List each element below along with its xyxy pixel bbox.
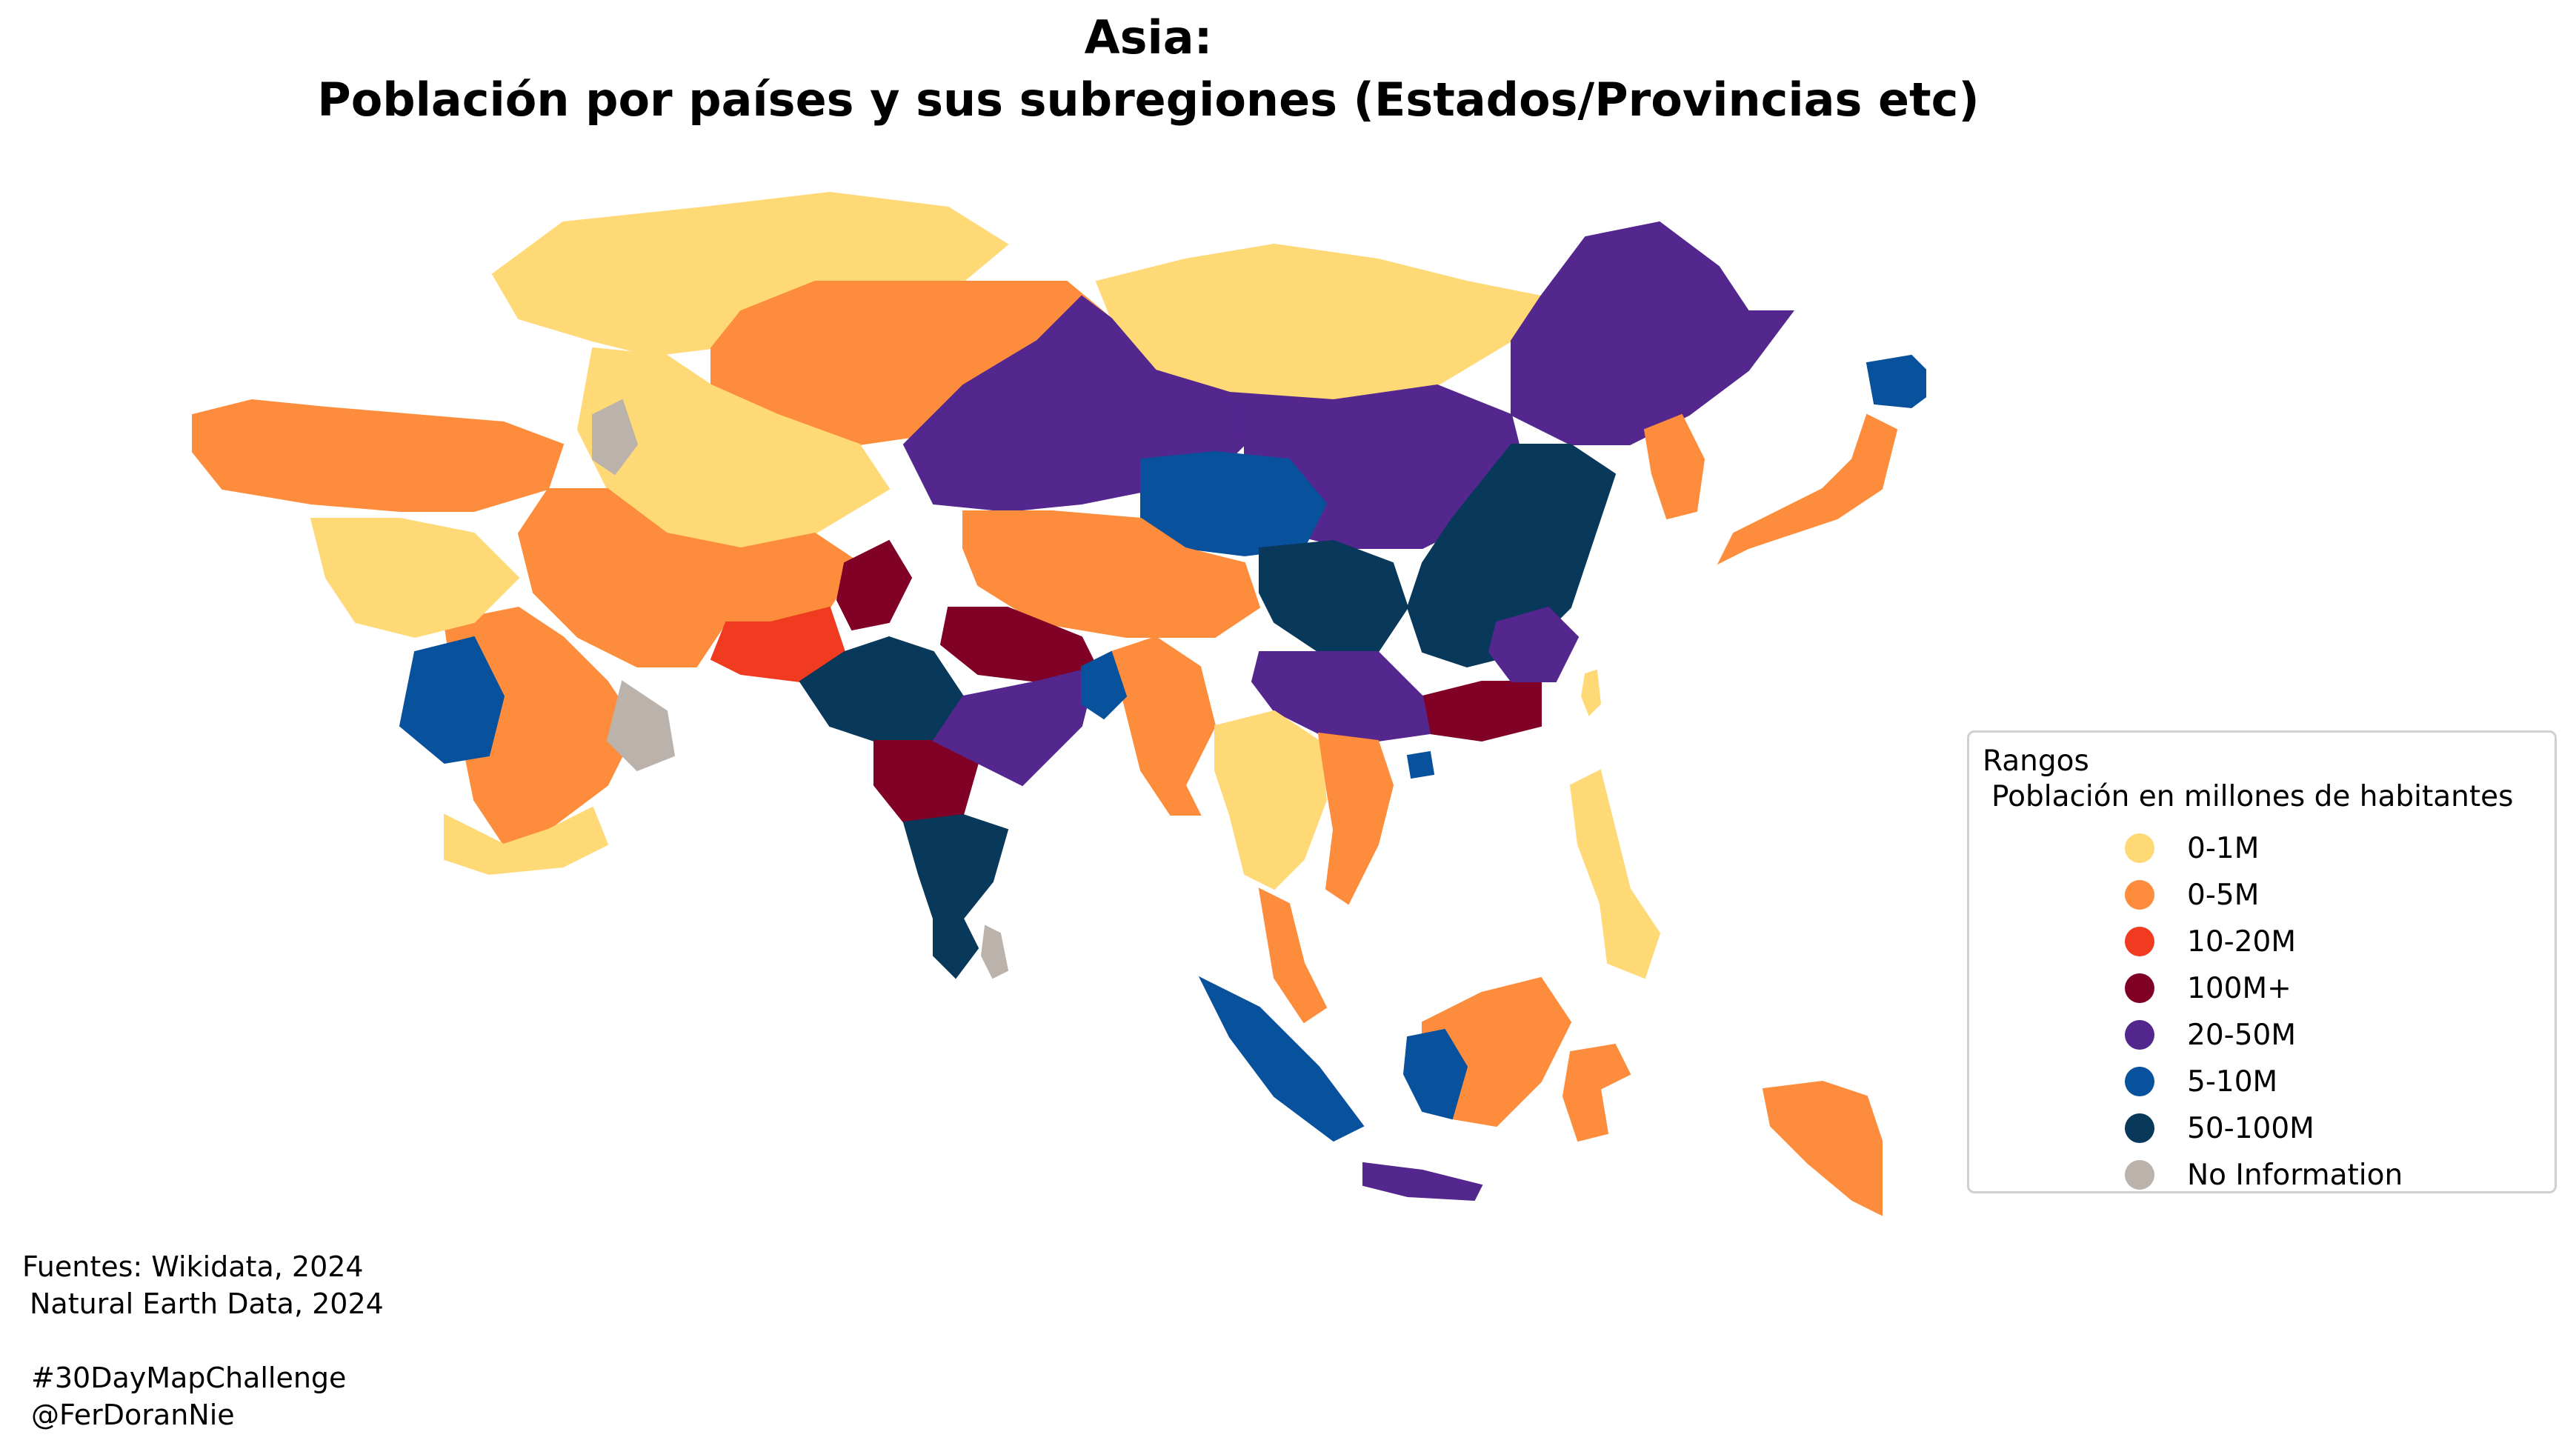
region-sri-lanka (980, 924, 1009, 979)
legend-item: 0-1M (2125, 826, 2259, 870)
legend-title: Rangos (1983, 744, 2089, 778)
legend-swatch (2125, 973, 2154, 1003)
region-philippines (1569, 769, 1661, 979)
region-levant (310, 518, 520, 639)
region-taiwan (1580, 669, 1602, 716)
region-punjab-pk (836, 539, 913, 631)
legend-swatch (2125, 1160, 2154, 1190)
legend-swatch (2125, 880, 2154, 910)
region-borneo-west (1402, 1028, 1468, 1120)
region-oman (606, 680, 676, 772)
region-hainan (1406, 750, 1435, 779)
region-india-east (932, 665, 1098, 787)
legend-label: 50-100M (2187, 1111, 2314, 1145)
region-china-northeast (1511, 221, 1794, 445)
legend-label: 5-10M (2187, 1064, 2278, 1099)
region-central-asia-south (576, 347, 891, 550)
source-line: Fuentes: Wikidata, 2024 (22, 1250, 364, 1283)
legend-item: No Information (2125, 1153, 2403, 1197)
legend-item: 0-5M (2125, 873, 2259, 917)
region-thailand (1214, 710, 1328, 890)
region-india-south (902, 813, 1009, 919)
legend-swatch (2125, 1113, 2154, 1143)
legend-item: 5-10M (2125, 1059, 2277, 1104)
region-bangladesh (1081, 650, 1128, 720)
region-sumatra (1198, 976, 1365, 1142)
legend-label: 10-20M (2187, 924, 2296, 959)
legend-label: No Information (2187, 1158, 2403, 1192)
legend-item: 10-20M (2125, 919, 2296, 964)
legend-label: 100M+ (2187, 971, 2292, 1005)
legend-swatch (2125, 833, 2154, 863)
legend-swatch (2125, 1067, 2154, 1096)
region-iran (517, 488, 728, 667)
region-sichuan (1259, 539, 1409, 653)
region-caspian (592, 399, 639, 476)
region-turkey-caucasus (192, 399, 565, 512)
region-japan (1717, 413, 1898, 565)
region-saudi-west (399, 636, 505, 764)
legend-swatch (2125, 927, 2154, 956)
legend-label: 0-5M (2187, 878, 2260, 912)
legend-item: 20-50M (2125, 1013, 2296, 1057)
legend-item: 50-100M (2125, 1106, 2314, 1150)
region-saudi-arabia (443, 606, 639, 846)
region-china-east (1406, 444, 1617, 668)
map-title: Asia: (1084, 10, 1213, 64)
hashtag: #30DayMapChallenge (31, 1362, 347, 1394)
region-korea (1643, 413, 1705, 520)
region-guangxi-yunnan (1251, 651, 1431, 742)
region-vietnam (1317, 732, 1394, 905)
map-subtitle: Población por países y sus subregiones (… (317, 73, 1980, 127)
legend-swatch (2125, 1020, 2154, 1050)
region-tamil-nadu (933, 918, 979, 979)
author-handle: @FerDoranNie (31, 1399, 235, 1431)
region-guangdong (1421, 681, 1542, 742)
legend-label: 20-50M (2187, 1018, 2296, 1052)
region-myanmar (1110, 636, 1217, 816)
legend: Rangos Población en millones de habitant… (1967, 730, 2557, 1193)
legend-label: 0-1M (2187, 831, 2260, 865)
region-sulawesi (1562, 1043, 1631, 1142)
region-yemen (444, 806, 609, 876)
region-java (1362, 1162, 1483, 1202)
region-hokkaido (1866, 354, 1926, 409)
region-fujian (1488, 606, 1580, 682)
region-malaysia (1258, 887, 1328, 1024)
legend-item: 100M+ (2125, 966, 2292, 1010)
asia-population-map (192, 191, 1926, 1216)
region-tibet (962, 510, 1261, 638)
region-new-guinea (1762, 1080, 1883, 1216)
source-line: Natural Earth Data, 2024 (30, 1287, 384, 1320)
legend-subtitle: Población en millones de habitantes (1991, 780, 2514, 813)
